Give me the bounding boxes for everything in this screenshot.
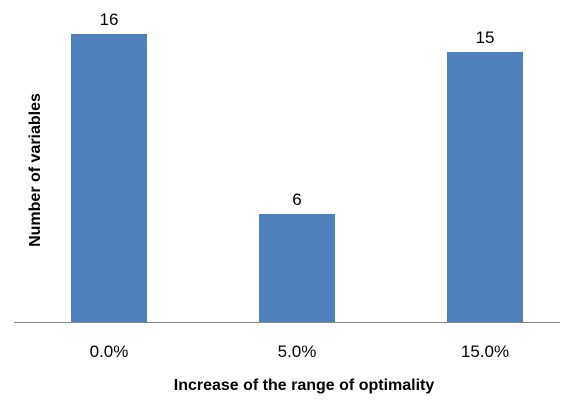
y-axis-title: Number of variables: [27, 93, 44, 247]
bar-1: [71, 34, 147, 322]
bar-2: [259, 214, 335, 322]
data-label-3: 15: [476, 28, 495, 47]
data-label-1: 16: [100, 10, 119, 29]
data-label-2: 6: [292, 190, 301, 209]
bars-group: [71, 34, 523, 322]
bar-3: [447, 52, 523, 322]
x-tick-label-3: 15.0%: [461, 342, 509, 361]
data-labels-group: 16 6 15: [100, 10, 495, 209]
x-tick-label-1: 0.0%: [90, 342, 129, 361]
x-axis-title: Increase of the range of optimality: [174, 377, 435, 394]
x-tick-labels-group: 0.0% 5.0% 15.0%: [90, 342, 509, 361]
x-tick-label-2: 5.0%: [278, 342, 317, 361]
